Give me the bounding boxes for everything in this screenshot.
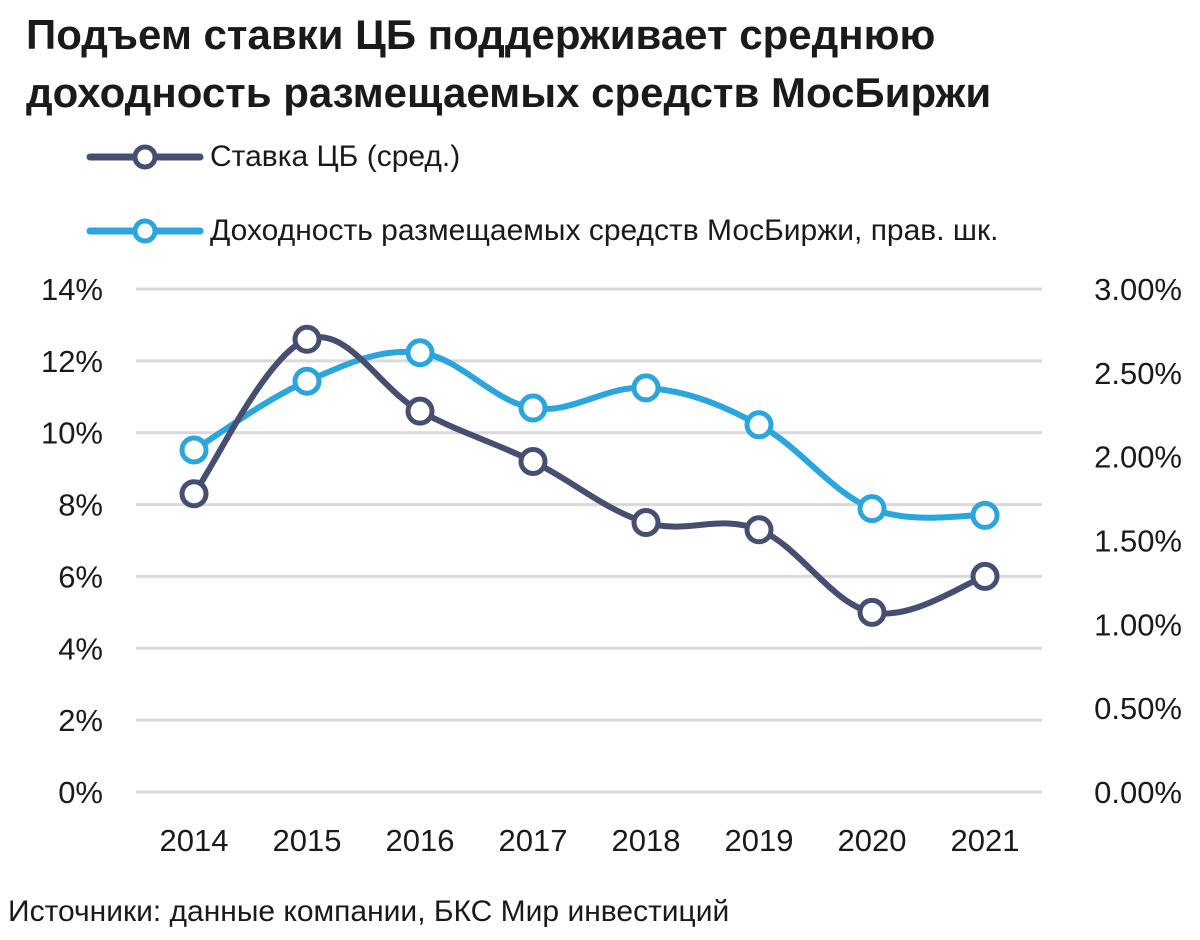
- gridlines: [136, 289, 1042, 792]
- y-left-tick-label: 12%: [41, 344, 103, 379]
- legend-marker-cbr-rate-icon: [86, 137, 204, 177]
- x-axis: 2014 2015 2016 2017 2018 2019 2020 2021: [160, 823, 1020, 858]
- y-right-tick-label: 1.00%: [1094, 607, 1182, 642]
- x-tick-label: 2020: [838, 823, 907, 858]
- data-point-cbr-rate: [182, 482, 206, 506]
- data-point-cbr-rate: [634, 511, 658, 535]
- source-note: Источники: данные компании, БКС Мир инве…: [8, 895, 729, 929]
- series-lines: [182, 327, 997, 624]
- x-tick-label: 2016: [386, 823, 455, 858]
- data-point-moex-yield: [182, 438, 206, 462]
- y-left-tick-label: 4%: [58, 631, 103, 666]
- y-axis-right: 0.00% 0.50% 1.00% 1.50% 2.00% 2.50% 3.00%: [1094, 272, 1182, 810]
- legend-label-cbr-rate: Ставка ЦБ (сред.): [210, 140, 460, 174]
- y-right-tick-label: 3.00%: [1094, 272, 1182, 307]
- y-right-tick-label: 1.50%: [1094, 524, 1182, 559]
- data-point-cbr-rate: [747, 518, 771, 542]
- y-right-tick-label: 0.50%: [1094, 691, 1182, 726]
- x-tick-label: 2019: [725, 823, 794, 858]
- data-point-cbr-rate: [408, 399, 432, 423]
- x-tick-label: 2017: [499, 823, 568, 858]
- y-axis-left: 0% 2% 4% 6% 8% 10% 12% 14%: [41, 272, 103, 810]
- data-point-cbr-rate: [973, 564, 997, 588]
- chart-title-line-2: доходность размещаемых средств МосБиржи: [26, 64, 1186, 122]
- data-point-moex-yield: [973, 503, 997, 527]
- y-left-tick-label: 14%: [41, 272, 103, 307]
- y-left-tick-label: 0%: [58, 775, 103, 810]
- data-point-moex-yield: [408, 341, 432, 365]
- data-point-moex-yield: [747, 413, 771, 437]
- chart-title-line-1: Подъем ставки ЦБ поддерживает среднюю: [26, 6, 1186, 64]
- x-tick-label: 2018: [612, 823, 681, 858]
- x-tick-label: 2015: [273, 823, 342, 858]
- y-right-tick-label: 2.00%: [1094, 440, 1182, 475]
- legend-item-moex-yield: Доходность размещаемых средств МосБиржи,…: [86, 211, 998, 251]
- legend-item-cbr-rate: Ставка ЦБ (сред.): [86, 137, 460, 177]
- y-right-tick-label: 0.00%: [1094, 775, 1182, 810]
- data-point-cbr-rate: [860, 600, 884, 624]
- x-tick-label: 2014: [160, 823, 229, 858]
- data-point-cbr-rate: [295, 327, 319, 351]
- legend-marker-moex-yield-icon: [86, 211, 204, 251]
- data-point-moex-yield: [295, 369, 319, 393]
- y-left-tick-label: 8%: [58, 488, 103, 523]
- y-left-tick-label: 6%: [58, 559, 103, 594]
- data-point-moex-yield: [634, 376, 658, 400]
- data-point-cbr-rate: [521, 449, 545, 473]
- x-tick-label: 2021: [951, 823, 1020, 858]
- y-left-tick-label: 10%: [41, 416, 103, 451]
- legend-label-moex-yield: Доходность размещаемых средств МосБиржи,…: [210, 214, 998, 248]
- chart-title: Подъем ставки ЦБ поддерживает среднюю до…: [26, 6, 1186, 122]
- data-point-moex-yield: [860, 497, 884, 521]
- y-right-tick-label: 2.50%: [1094, 356, 1182, 391]
- y-left-tick-label: 2%: [58, 703, 103, 738]
- data-point-moex-yield: [521, 396, 545, 420]
